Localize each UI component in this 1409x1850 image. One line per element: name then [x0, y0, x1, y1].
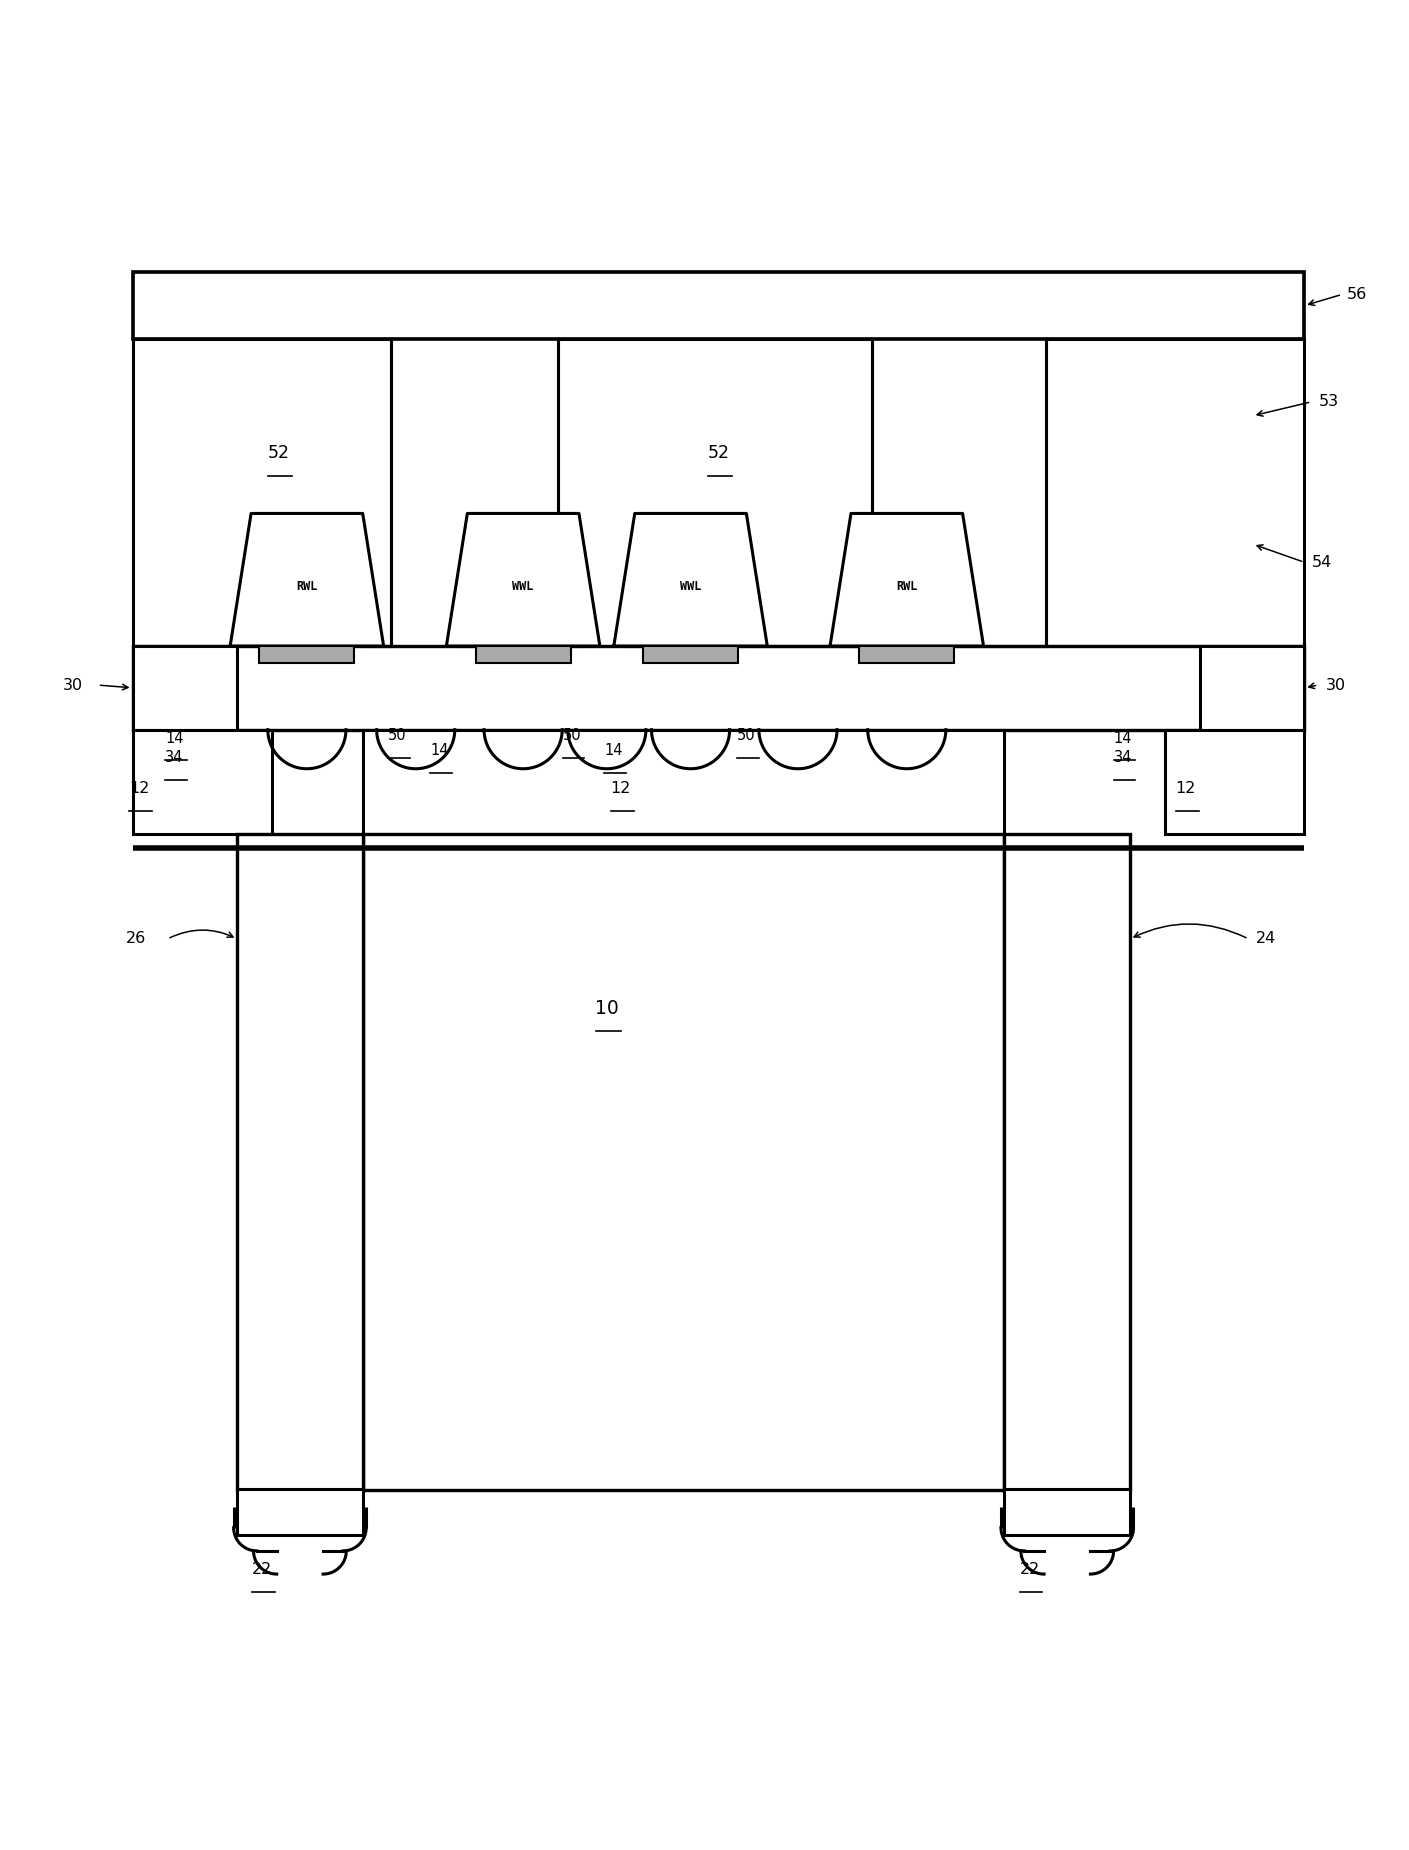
Bar: [132, 646, 1305, 729]
Bar: [362, 834, 1005, 1489]
Text: 22: 22: [1020, 1561, 1040, 1576]
Text: WWL: WWL: [513, 579, 534, 592]
Text: 12: 12: [610, 781, 631, 796]
Bar: [558, 339, 872, 646]
Bar: [237, 834, 362, 1489]
Text: 56: 56: [1346, 287, 1367, 302]
Polygon shape: [447, 514, 600, 646]
Text: 14: 14: [165, 731, 183, 746]
Text: 34: 34: [1115, 749, 1133, 766]
Text: 12: 12: [130, 781, 149, 796]
Bar: [476, 646, 571, 662]
Text: 53: 53: [1319, 394, 1339, 409]
Text: 12: 12: [1175, 781, 1196, 796]
Text: 22: 22: [252, 1561, 272, 1576]
Bar: [132, 272, 1305, 339]
Polygon shape: [614, 514, 768, 646]
Polygon shape: [230, 514, 383, 646]
Bar: [132, 339, 390, 646]
Text: 50: 50: [737, 727, 755, 742]
Text: 54: 54: [1312, 555, 1332, 570]
Text: RWL: RWL: [296, 579, 317, 592]
Bar: [132, 729, 272, 834]
Bar: [1005, 1489, 1130, 1535]
Bar: [1200, 646, 1305, 729]
Bar: [859, 646, 954, 662]
Bar: [1047, 339, 1305, 646]
Bar: [1005, 834, 1130, 1489]
Bar: [132, 646, 237, 729]
Bar: [237, 1489, 362, 1535]
Bar: [362, 729, 1005, 834]
Polygon shape: [830, 514, 983, 646]
Text: WWL: WWL: [681, 579, 702, 592]
Bar: [259, 646, 354, 662]
Bar: [643, 646, 738, 662]
Text: 14: 14: [430, 744, 448, 758]
Text: 26: 26: [125, 931, 145, 947]
Text: 14: 14: [1113, 731, 1133, 746]
Text: 50: 50: [562, 727, 582, 742]
Text: 52: 52: [268, 444, 290, 462]
Text: 50: 50: [389, 727, 407, 742]
Text: 34: 34: [165, 749, 183, 766]
Text: 30: 30: [63, 677, 83, 692]
Text: 52: 52: [707, 444, 730, 462]
Text: 30: 30: [1326, 677, 1346, 692]
Text: 10: 10: [595, 999, 619, 1018]
Text: 24: 24: [1255, 931, 1275, 947]
Text: 14: 14: [604, 744, 623, 758]
Bar: [1165, 729, 1305, 834]
Text: RWL: RWL: [896, 579, 917, 592]
